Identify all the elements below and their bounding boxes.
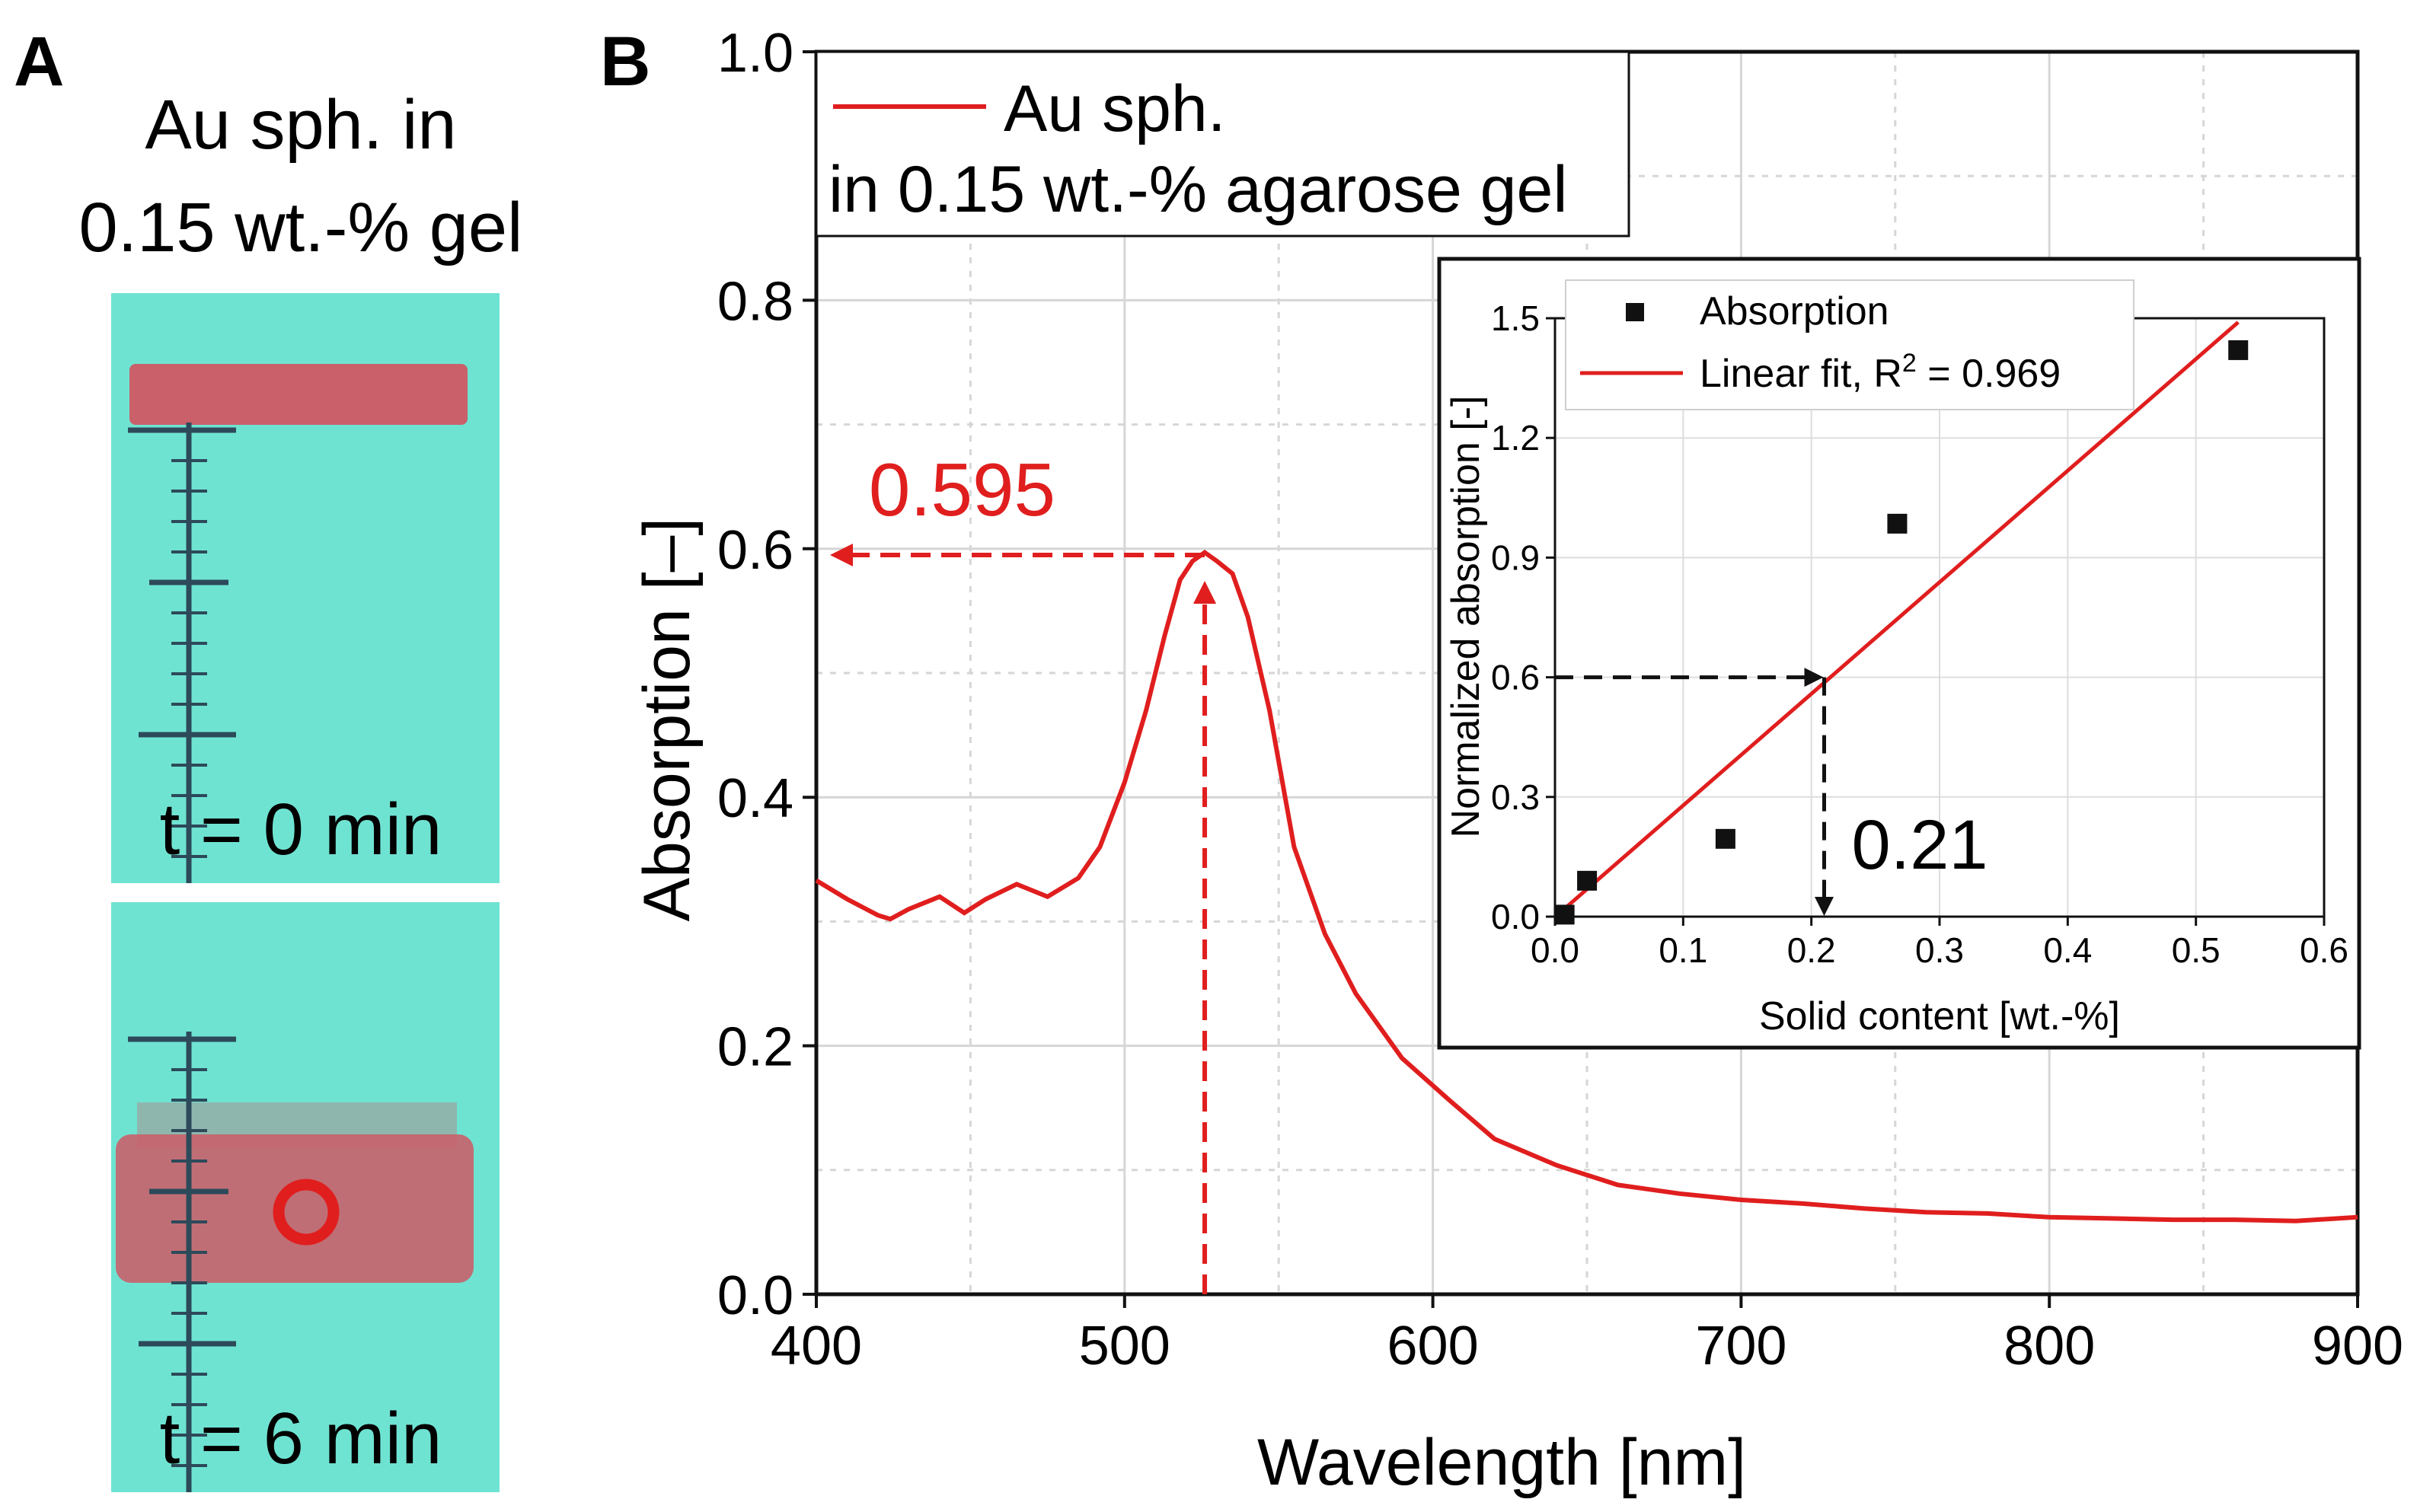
absorption-data-point	[1715, 828, 1735, 849]
main-y-tick-label: 0.6	[717, 520, 793, 581]
absorption-data-point	[1554, 904, 1575, 925]
main-legend-line1: Au sph.	[1004, 72, 1226, 145]
main-legend-line2: in 0.15 wt.-% agarose gel	[829, 153, 1567, 226]
absorption-data-point	[1577, 870, 1598, 891]
main-legend: Au sph. in 0.15 wt.-% agarose gel	[815, 50, 1630, 238]
absorption-spectrum-line	[815, 550, 2358, 1223]
peak-value-label: 0.595	[869, 448, 1055, 531]
panel-a-title-line2: 0.15 wt.-% gel	[79, 189, 523, 266]
inset-y-tick-label: 0.9	[1491, 537, 1540, 577]
panel-a: A Au sph. in 0.15 wt.-% gel	[14, 23, 522, 1492]
main-y-tick-label: 0.8	[717, 271, 793, 332]
inset-x-tick-label: 0.6	[2300, 930, 2348, 970]
main-y-axis-label: Absorption [–]	[631, 518, 704, 922]
gel-photo-t0-sample-band	[129, 364, 468, 425]
inset-legend-scatter-swatch	[1626, 303, 1644, 321]
inset-legend-fit-label: Linear fit, R2 = 0.969	[1700, 349, 2061, 396]
inset-legend-box	[1565, 279, 2134, 410]
gel-photo-t6-diffusion-halo	[137, 1102, 457, 1148]
main-x-tick-label: 400	[771, 1316, 862, 1376]
inset-x-value-label: 0.21	[1852, 806, 1988, 884]
panel-a-label: A	[14, 23, 64, 100]
main-x-tick-label: 600	[1387, 1316, 1479, 1376]
main-x-tick-label: 900	[2312, 1316, 2403, 1376]
gel-photo-t0: t = 0 min	[111, 293, 500, 883]
absorption-data-point	[2228, 340, 2249, 360]
main-x-tick-label: 700	[1695, 1316, 1786, 1376]
inset-x-tick-label: 0.5	[2172, 930, 2221, 970]
gel-photo-t0-time: t = 0 min	[160, 789, 442, 870]
inset-y-tick-label: 0.3	[1491, 777, 1540, 817]
inset-x-axis-label: Solid content [wt.-%]	[1759, 994, 2120, 1038]
gel-photo-t6-time: t = 6 min	[160, 1398, 442, 1479]
inset-x-axis: 0.0 0.1 0.2 0.3 0.4 0.5 0.6	[1531, 917, 2348, 970]
measurement-marker-circle	[273, 1179, 340, 1246]
inset-x-tick-label: 0.2	[1787, 930, 1836, 970]
main-y-tick-label: 0.4	[717, 768, 793, 829]
main-x-tick-label: 500	[1079, 1316, 1170, 1376]
inset-calibration-chart: 0.0 0.1 0.2 0.3 0.4 0.5 0.6 0.0 0.3 0.6 0.9 1.2 1.5…	[1437, 257, 2361, 1050]
inset-y-axis-label: Normalized absorption [-]	[1444, 396, 1488, 838]
main-y-axis: 0.0 0.2 0.4 0.6 0.8 1.0	[717, 23, 816, 1326]
inset-y-tick-label: 1.2	[1491, 418, 1540, 458]
ruler-t6	[128, 1032, 236, 1492]
panel-b: B 400 500 600 700 800 900 0.0 0.2 0.4 0.6 0.8 1.0 …	[600, 23, 2403, 1499]
main-legend-box	[815, 50, 1630, 238]
inset-x-tick-label: 0.3	[1915, 930, 1964, 970]
inset-y-tick-label: 0.0	[1491, 897, 1540, 936]
main-x-tick-label: 800	[2004, 1316, 2095, 1376]
ruler-t0	[128, 423, 236, 883]
main-y-tick-label: 1.0	[717, 23, 793, 84]
panel-b-label: B	[600, 23, 650, 100]
inset-x-tick-label: 0.0	[1531, 930, 1579, 970]
inset-y-axis: 0.0 0.3 0.6 0.9 1.2 1.5	[1491, 298, 1555, 936]
inset-legend: Absorption Linear fit, R2 = 0.969	[1565, 279, 2134, 410]
main-y-tick-label: 0.2	[717, 1017, 793, 1078]
inset-y-tick-label: 1.5	[1491, 298, 1540, 338]
inset-y-tick-label: 0.6	[1491, 658, 1540, 697]
linear-fit-line	[1563, 321, 2240, 911]
gel-photo-t6-diffused-band	[116, 1134, 474, 1283]
main-x-axis: 400 500 600 700 800 900	[771, 1294, 2403, 1376]
gel-photo-t6: t = 6 min	[111, 902, 500, 1492]
inset-legend-scatter-label: Absorption	[1700, 289, 1889, 333]
inset-x-tick-label: 0.1	[1659, 930, 1707, 970]
absorption-points	[1554, 340, 2249, 925]
main-y-tick-label: 0.0	[717, 1265, 793, 1326]
panel-a-title-line1: Au sph. in	[145, 86, 456, 164]
main-absorption-chart: 400 500 600 700 800 900 0.0 0.2 0.4 0.6 0.8 1.0 0.…	[631, 23, 2403, 1499]
inset-x-tick-label: 0.4	[2043, 930, 2092, 970]
main-x-axis-label: Wavelength [nm]	[1257, 1426, 1746, 1499]
absorption-data-point	[1887, 513, 1908, 534]
